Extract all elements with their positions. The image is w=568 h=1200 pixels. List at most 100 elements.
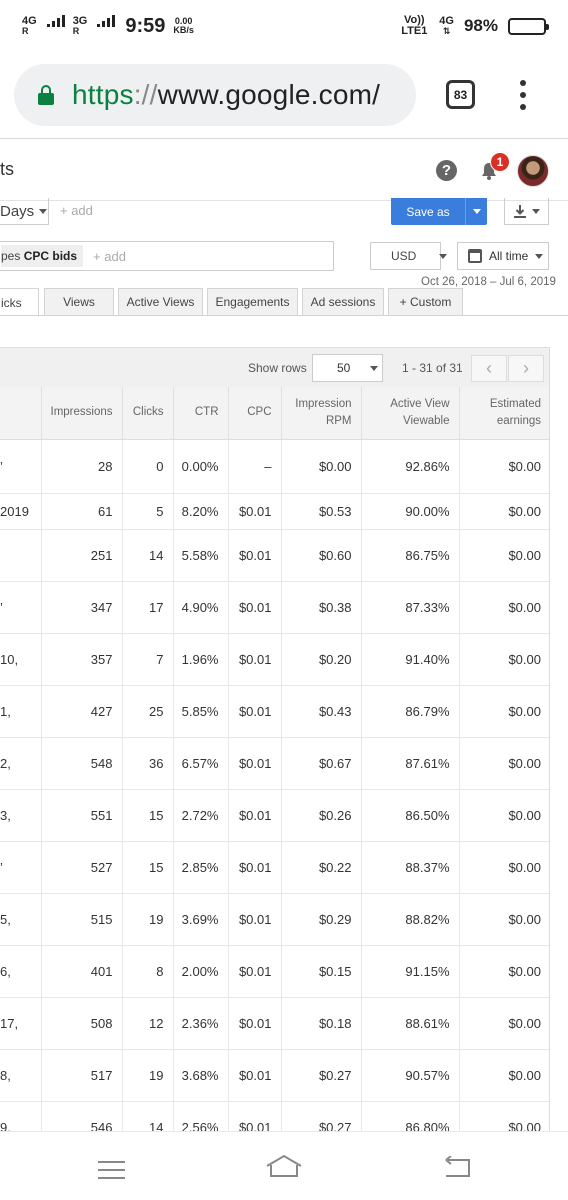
sim2-signal-icon: 3G R: [72, 15, 88, 37]
add-dimension-link[interactable]: + add: [60, 203, 93, 218]
page-title: ts: [0, 159, 15, 179]
chevron-left-icon: ‹: [486, 358, 492, 378]
help-icon[interactable]: ?: [436, 160, 457, 181]
cell-dimension: 1,: [0, 685, 42, 738]
cell-active-view-viewable: 91.15%: [361, 945, 460, 998]
table-row[interactable]: 1, 427 25 5.85% $0.01 $0.43 86.79% $0.00: [0, 685, 549, 738]
cell-active-view-viewable: 87.61%: [361, 737, 460, 790]
cell-impression-rpm: $0.26: [281, 789, 362, 842]
table-row[interactable]: 10, 357 7 1.96% $0.01 $0.20 91.40% $0.00: [0, 633, 549, 686]
table-row[interactable]: 5, 515 19 3.69% $0.01 $0.29 88.82% $0.00: [0, 893, 549, 946]
cell-clicks: 14: [122, 529, 174, 582]
tab-views[interactable]: Views: [44, 288, 114, 316]
battery-icon: [508, 17, 549, 35]
table-header-row: Impressions Clicks CTR CPC Impression RP…: [0, 387, 549, 440]
cell-estimated-earnings: $0.00: [459, 737, 549, 790]
net-speed: 0.00 KB/s: [173, 17, 194, 35]
table-row[interactable]: 3, 551 15 2.72% $0.01 $0.26 86.50% $0.00: [0, 789, 549, 842]
tabs-divider: [0, 315, 568, 316]
cell-impressions: 28: [41, 439, 123, 494]
cell-ctr: 2.36%: [173, 997, 229, 1050]
column-header-impressions[interactable]: Impressions: [41, 387, 123, 440]
browser-menu-icon[interactable]: [517, 80, 529, 110]
back-icon[interactable]: [442, 1156, 472, 1178]
table-row[interactable]: 251 14 5.58% $0.01 $0.60 86.75% $0.00: [0, 529, 549, 582]
url-scheme: https: [72, 79, 134, 110]
cell-impressions: 515: [41, 893, 123, 946]
url-text[interactable]: https://www.google.com/: [72, 79, 380, 111]
column-header-cpc[interactable]: CPC: [228, 387, 282, 440]
save-as-dropdown[interactable]: [465, 198, 487, 225]
rows-per-page-dropdown[interactable]: 50: [312, 354, 383, 382]
column-header-clicks[interactable]: Clicks: [122, 387, 174, 440]
url-bar[interactable]: https://www.google.com/: [14, 64, 416, 126]
cell-impressions: 517: [41, 1049, 123, 1102]
next-page-button[interactable]: ›: [508, 355, 544, 382]
table-row[interactable]: ’ 527 15 2.85% $0.01 $0.22 88.37% $0.00: [0, 841, 549, 894]
tab-switcher-button[interactable]: 83: [446, 80, 475, 109]
tab-clicks[interactable]: icks: [0, 288, 39, 317]
column-header-active-view-viewable[interactable]: Active View Viewable: [361, 387, 460, 440]
cell-clicks: 12: [122, 997, 174, 1050]
dimension-label: ’: [0, 458, 3, 474]
chevron-down-icon: [39, 208, 48, 214]
cell-dimension: ’: [0, 439, 42, 494]
cell-cpc: $0.01: [228, 893, 282, 946]
table-row[interactable]: 2019 61 5 8.20% $0.01 $0.53 90.00% $0.00: [0, 493, 549, 530]
cell-estimated-earnings: $0.00: [459, 997, 549, 1050]
table-row[interactable]: 17, 508 12 2.36% $0.01 $0.18 88.61% $0.00: [0, 997, 549, 1050]
avatar[interactable]: [517, 155, 549, 187]
download-icon: [513, 204, 526, 218]
home-icon[interactable]: [265, 1154, 303, 1178]
cell-ctr: 0.00%: [173, 439, 229, 494]
cell-cpc: $0.01: [228, 1049, 282, 1102]
table-row[interactable]: ’ 347 17 4.90% $0.01 $0.38 87.33% $0.00: [0, 581, 549, 634]
time-range-dropdown[interactable]: All time: [457, 242, 549, 270]
cell-estimated-earnings: $0.00: [459, 529, 549, 582]
table-row[interactable]: 6, 401 8 2.00% $0.01 $0.15 91.15% $0.00: [0, 945, 549, 998]
pager-bar: Show rows 50 1 - 31 of 31 ‹ ›: [0, 347, 549, 387]
prev-page-button[interactable]: ‹: [471, 355, 507, 382]
table-row[interactable]: 8, 517 19 3.68% $0.01 $0.27 90.57% $0.00: [0, 1049, 549, 1102]
chevron-down-icon: [370, 365, 379, 371]
table-body: ’ 28 0 0.00% – $0.00 92.86% $0.00 2019 61 5 8.20% $0…: [0, 439, 549, 1131]
table-row[interactable]: 2, 548 36 6.57% $0.01 $0.67 87.61% $0.00: [0, 737, 549, 790]
cell-estimated-earnings: $0.00: [459, 893, 549, 946]
cell-active-view-viewable: 90.00%: [361, 493, 460, 530]
tab-active-views[interactable]: Active Views: [118, 288, 203, 316]
tab-engagements[interactable]: Engagements: [207, 288, 298, 316]
dimension-label: ’: [0, 599, 3, 615]
cell-dimension: 8,: [0, 1049, 42, 1102]
cell-cpc: $0.01: [228, 529, 282, 582]
add-filter-link[interactable]: + add: [93, 248, 126, 264]
cell-ctr: 5.58%: [173, 529, 229, 582]
filter-input[interactable]: pes CPC bids + add: [0, 241, 334, 271]
download-button[interactable]: [504, 198, 549, 225]
cell-impressions: 401: [41, 945, 123, 998]
cell-impressions: 347: [41, 581, 123, 634]
chevron-down-icon: [439, 253, 448, 259]
column-header-estimated-earnings[interactable]: Estimated earnings: [459, 387, 549, 440]
tab-ad-sessions[interactable]: Ad sessions: [302, 288, 384, 316]
filter-chip[interactable]: pes CPC bids: [1, 245, 84, 267]
column-header-ctr[interactable]: CTR: [173, 387, 229, 440]
sim1-signal-icon: 4G R: [22, 15, 37, 37]
cell-cpc: $0.01: [228, 493, 282, 530]
cell-clicks: 14: [122, 1101, 174, 1131]
cell-clicks: 19: [122, 1049, 174, 1102]
pager-range: 1 - 31 of 31: [402, 361, 463, 375]
cell-cpc: $0.01: [228, 581, 282, 634]
days-dropdown[interactable]: Days: [0, 198, 49, 225]
table-row[interactable]: 9, 546 14 2.56% $0.01 $0.27 86.80% $0.00: [0, 1101, 549, 1131]
cell-estimated-earnings: $0.00: [459, 789, 549, 842]
recent-apps-icon[interactable]: [98, 1161, 125, 1179]
cell-ctr: 2.85%: [173, 841, 229, 894]
column-header-impression-rpm[interactable]: Impression RPM: [281, 387, 362, 440]
cell-estimated-earnings: $0.00: [459, 493, 549, 530]
tab-custom[interactable]: + Custom: [388, 288, 463, 316]
currency-dropdown[interactable]: USD: [370, 242, 448, 270]
save-as-button[interactable]: Save as: [391, 198, 487, 225]
cell-impression-rpm: $0.22: [281, 841, 362, 894]
table-row[interactable]: ’ 28 0 0.00% – $0.00 92.86% $0.00: [0, 439, 549, 494]
column-header-dimension[interactable]: [0, 387, 42, 440]
